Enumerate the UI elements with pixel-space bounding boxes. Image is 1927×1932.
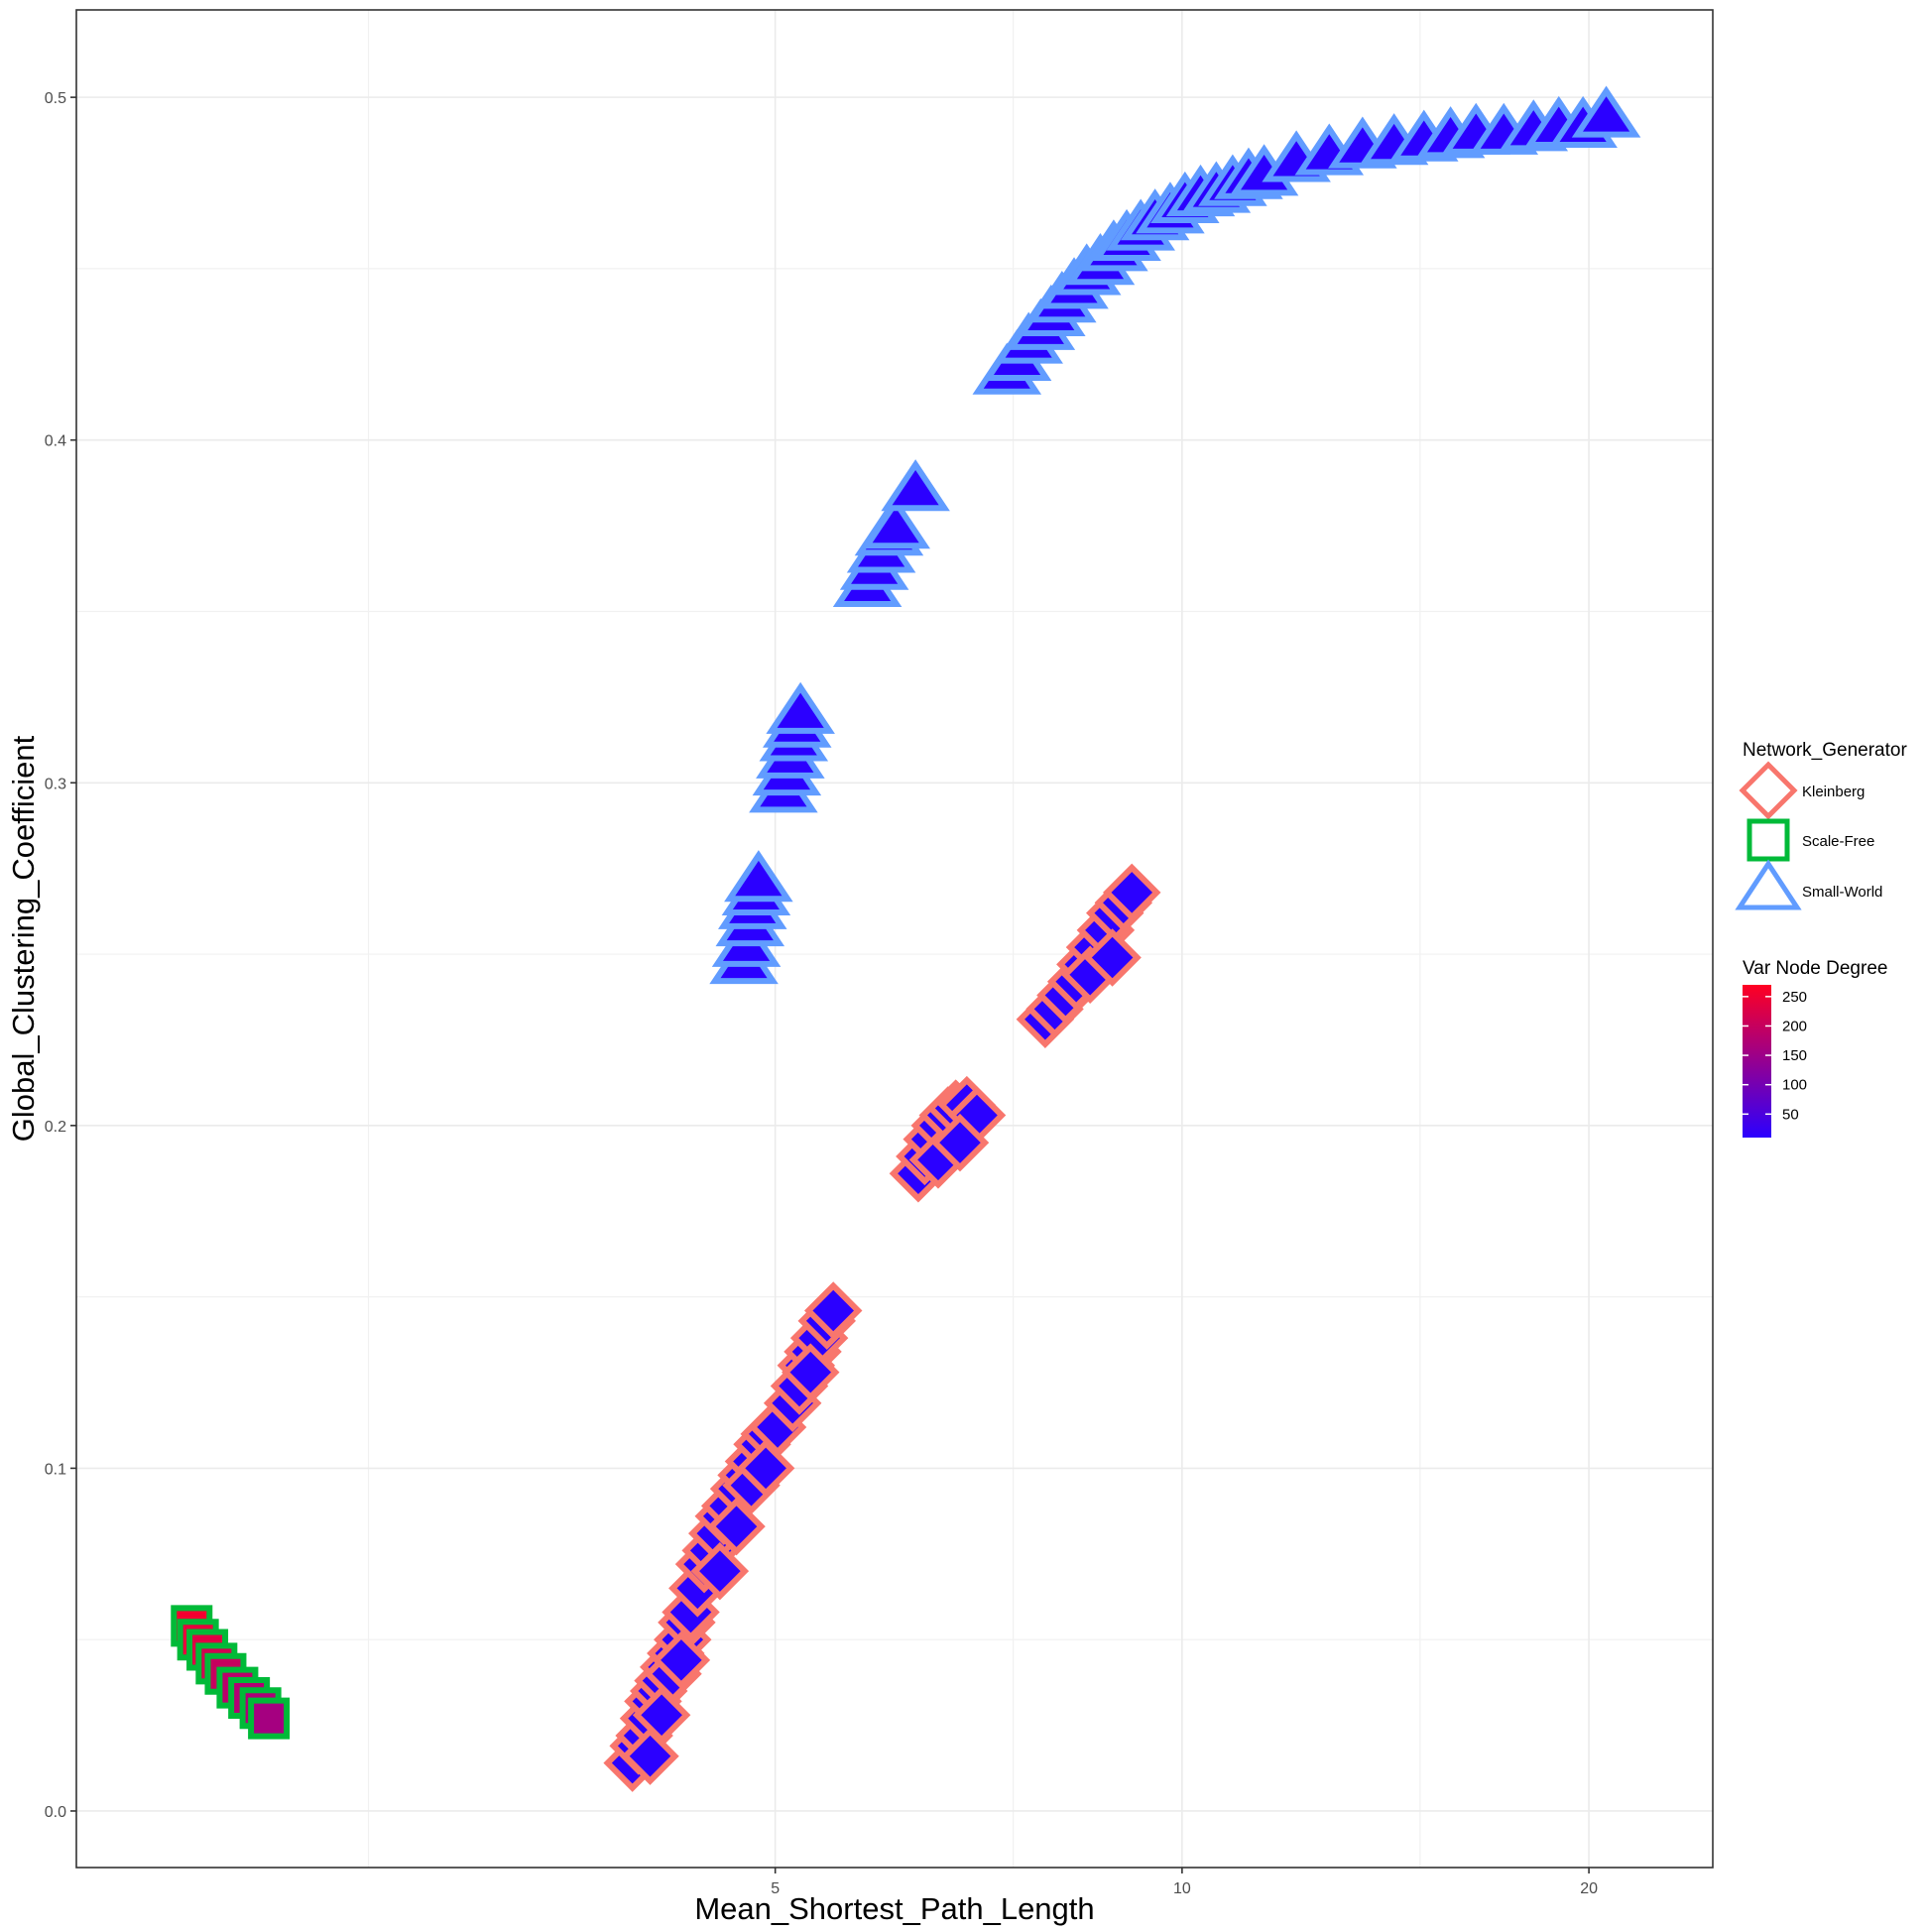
data-point [707,1497,766,1556]
y-tick-label: 0.5 [45,90,66,107]
y-tick-label: 0.2 [45,1119,66,1136]
y-tick-label: 0.4 [45,433,66,450]
data-point [621,1727,679,1785]
data-point [766,681,835,734]
color-bar [1743,985,1771,1138]
color-bar-label: 50 [1782,1106,1799,1123]
y-tick-label: 0.3 [45,776,66,792]
data-point [632,1685,691,1745]
legend-key-square-icon [1746,818,1790,862]
data-point [1083,928,1142,987]
color-bar-label: 150 [1782,1047,1807,1064]
data-point [736,1439,795,1498]
data-point [248,1697,291,1740]
color-bar-label: 100 [1782,1077,1807,1094]
x-tick-label: 20 [1580,1880,1598,1897]
series-small-world [709,85,1641,985]
data-point [1103,863,1161,922]
data-point [861,497,930,549]
x-tick-label: 10 [1173,1880,1191,1897]
x-axis-title: Mean_Shortest_Path_Length [694,1891,1094,1926]
data-point [690,1541,750,1601]
legend-key-diamond-icon [1739,761,1798,820]
data-point [1571,85,1641,138]
plot-border [75,9,1714,1869]
data-points [171,85,1641,1792]
y-tick-label: 0.1 [45,1461,66,1478]
data-point [782,1343,840,1401]
color-bar-label: 250 [1782,989,1807,1006]
data-point [724,850,793,903]
data-point [930,1113,990,1172]
legend-key-triangle-icon [1735,859,1802,910]
legend-color-title: Var Node Degree [1743,958,1887,979]
legend-label: Scale-Free [1802,833,1874,850]
legend-label: Small-World [1802,884,1882,901]
y-axis-title: Global_Clustering_Coefficient [6,735,41,1142]
x-tick-label: 5 [771,1880,780,1897]
legend-shape-title: Network_Generator [1743,740,1907,761]
data-point [652,1630,711,1690]
data-point [803,1281,863,1340]
color-bar-label: 200 [1782,1018,1807,1034]
y-tick-label: 0.0 [45,1804,66,1821]
series-scale-free [171,1605,291,1740]
legend-label: Kleinberg [1802,784,1865,800]
data-point [881,459,950,512]
plot-panel [76,10,1713,1868]
series-kleinberg [603,863,1161,1792]
